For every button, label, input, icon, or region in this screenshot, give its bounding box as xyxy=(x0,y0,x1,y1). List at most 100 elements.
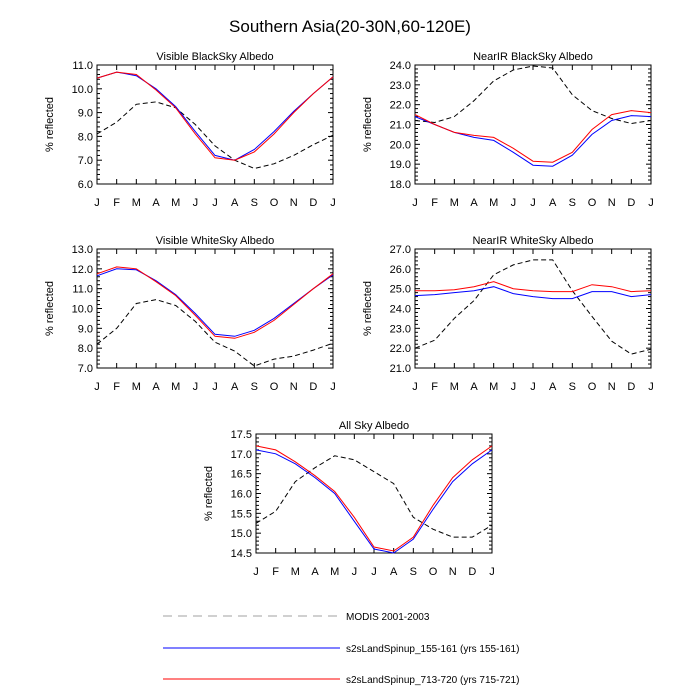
series-line-run-713-720 xyxy=(255,445,493,552)
series-line-run-713-720 xyxy=(96,266,334,339)
y-tick-label: 27.0 xyxy=(390,244,411,256)
series-line-run-155-161 xyxy=(96,71,334,161)
x-tick-label: D xyxy=(468,566,476,578)
y-axis-label: % reflected xyxy=(44,281,56,336)
y-tick-label: 9.0 xyxy=(78,108,93,120)
y-tick-label: 21.0 xyxy=(390,120,411,132)
x-tick-label: S xyxy=(410,566,417,578)
x-tick-label: O xyxy=(588,381,597,393)
x-tick-label: M xyxy=(291,566,300,578)
y-tick-label: 17.5 xyxy=(231,429,252,441)
y-tick-label: 23.0 xyxy=(390,80,411,92)
x-tick-label: M xyxy=(171,381,180,393)
x-tick-label: J xyxy=(330,381,336,393)
x-tick-label: M xyxy=(489,381,498,393)
chart-title: Visible WhiteSky Albedo xyxy=(156,235,274,247)
x-tick-label: S xyxy=(251,197,258,209)
x-tick-label: O xyxy=(429,566,438,578)
series-line-modis xyxy=(414,259,652,355)
x-tick-label: A xyxy=(231,197,239,209)
series-line-run-155-161 xyxy=(96,268,334,337)
y-tick-label: 16.0 xyxy=(231,489,252,501)
legend: MODIS 2001-2003 s2sLandSpinup_155-161 (yr… xyxy=(163,612,519,686)
chart-panel: Visible BlackSky Albedo 6.0 7.0 8.0 9.0 10.0 1… xyxy=(44,51,336,209)
y-tick-label: 17.0 xyxy=(231,449,252,461)
x-tick-label: J xyxy=(511,381,517,393)
legend-label: s2sLandSpinup_713-720 (yrs 715-721) xyxy=(346,675,519,686)
x-tick-label: S xyxy=(251,381,258,393)
x-tick-label: A xyxy=(470,381,478,393)
x-tick-label: O xyxy=(270,197,279,209)
y-tick-label: 25.0 xyxy=(390,284,411,296)
x-tick-label: J xyxy=(648,381,654,393)
legend-label: s2sLandSpinup_155-161 (yrs 155-161) xyxy=(346,644,519,655)
x-tick-label: D xyxy=(627,197,635,209)
plot-frame xyxy=(255,433,493,554)
plot-frame xyxy=(414,64,652,185)
y-tick-label: 20.0 xyxy=(390,139,411,151)
y-tick-label: 6.0 xyxy=(78,179,93,191)
y-tick-label: 16.5 xyxy=(231,469,252,481)
x-tick-label: F xyxy=(431,197,438,209)
x-tick-label: O xyxy=(270,381,279,393)
y-tick-label: 11.0 xyxy=(72,60,93,72)
x-tick-label: S xyxy=(569,197,576,209)
y-tick-label: 15.5 xyxy=(231,508,252,520)
x-tick-label: M xyxy=(330,566,339,578)
x-tick-label: M xyxy=(171,197,180,209)
x-tick-label: M xyxy=(132,197,141,209)
x-tick-label: A xyxy=(549,197,557,209)
y-tick-label: 22.0 xyxy=(390,343,411,355)
x-tick-label: J xyxy=(193,381,199,393)
x-tick-label: J xyxy=(489,566,495,578)
y-axis-label: % reflected xyxy=(44,97,56,152)
x-tick-label: A xyxy=(311,566,319,578)
y-tick-label: 24.0 xyxy=(390,60,411,72)
y-tick-label: 24.0 xyxy=(390,304,411,316)
x-tick-label: D xyxy=(309,197,317,209)
x-tick-label: J xyxy=(212,381,218,393)
figure-title: Southern Asia(20-30N,60-120E) xyxy=(229,17,471,36)
y-tick-label: 18.0 xyxy=(390,179,411,191)
x-tick-label: A xyxy=(152,381,160,393)
x-tick-label: J xyxy=(212,197,218,209)
y-tick-label: 23.0 xyxy=(390,323,411,335)
x-tick-label: F xyxy=(113,381,120,393)
x-tick-label: N xyxy=(290,197,298,209)
y-tick-label: 11.0 xyxy=(72,284,93,296)
series-line-modis xyxy=(414,65,652,125)
y-tick-label: 13.0 xyxy=(72,244,93,256)
y-axis-label: % reflected xyxy=(362,97,374,152)
series-line-run-713-720 xyxy=(414,110,652,163)
y-tick-label: 21.0 xyxy=(390,363,411,375)
x-tick-label: J xyxy=(412,381,418,393)
panels: Visible BlackSky Albedo 6.0 7.0 8.0 9.0 10.0 1… xyxy=(44,51,654,578)
x-tick-label: J xyxy=(352,566,358,578)
x-tick-label: J xyxy=(94,381,100,393)
x-tick-label: M xyxy=(132,381,141,393)
x-tick-label: M xyxy=(489,197,498,209)
chart-title: NearIR WhiteSky Albedo xyxy=(472,235,593,247)
plot-frame xyxy=(414,248,652,369)
x-tick-label: J xyxy=(412,197,418,209)
y-tick-label: 12.0 xyxy=(72,264,93,276)
series-line-run-155-161 xyxy=(414,115,652,167)
x-tick-label: A xyxy=(549,381,557,393)
x-tick-label: M xyxy=(450,197,459,209)
x-tick-label: N xyxy=(608,197,616,209)
x-tick-label: J xyxy=(94,197,100,209)
y-tick-label: 15.0 xyxy=(231,528,252,540)
x-tick-label: A xyxy=(231,381,239,393)
y-tick-label: 8.0 xyxy=(78,343,93,355)
series-line-modis xyxy=(96,101,334,170)
x-tick-label: S xyxy=(569,381,576,393)
series-line-run-155-161 xyxy=(414,286,652,300)
x-tick-label: J xyxy=(530,381,536,393)
y-axis-label: % reflected xyxy=(362,281,374,336)
y-tick-label: 14.5 xyxy=(231,548,252,560)
chart-panel: NearIR BlackSky Albedo 18.0 19.0 20.0 21.0 22… xyxy=(362,51,654,209)
series-line-modis xyxy=(96,299,334,367)
y-tick-label: 8.0 xyxy=(78,131,93,143)
x-tick-label: F xyxy=(431,381,438,393)
